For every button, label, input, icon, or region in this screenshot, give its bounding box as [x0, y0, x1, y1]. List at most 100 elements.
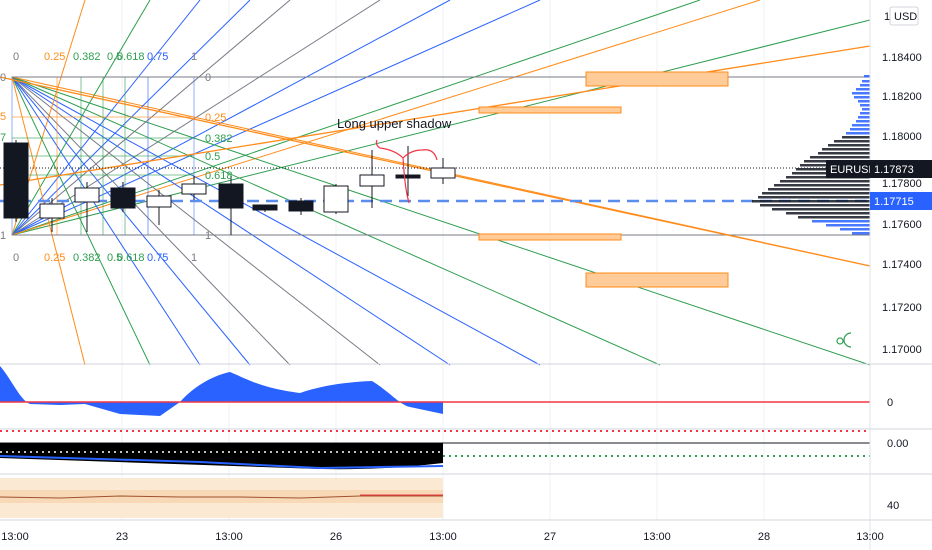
fib-bottom-0382: 0.382 — [73, 252, 101, 264]
candle[interactable] — [218, 176, 244, 235]
fib-top-0: 0 — [13, 51, 19, 63]
price-axis-label: 1.18200 — [882, 91, 922, 103]
indicator-pane-2[interactable] — [0, 442, 870, 470]
volume-profile-bar — [786, 212, 870, 215]
fib-bottom-025: 0.25 — [44, 252, 65, 264]
gann-fan-line — [11, 76, 86, 366]
volume-profile-bar — [822, 148, 870, 151]
time-axis-label: 13:00 — [215, 531, 243, 543]
time-axis-label: 27 — [544, 531, 556, 543]
indicator-pane-3[interactable] — [0, 478, 443, 518]
fib-bottom-0618: 0.618 — [117, 252, 145, 264]
fib-left-0: 0 — [0, 72, 6, 84]
line-price-tag: 1.17715 — [870, 192, 932, 210]
candle[interactable] — [110, 182, 136, 212]
gann-fan-line — [11, 76, 251, 366]
candle[interactable] — [288, 198, 314, 215]
fib-right-05: 0.5 — [205, 151, 220, 163]
volume-profile-bar — [768, 188, 870, 191]
volume-profile-bar — [860, 112, 870, 115]
candlestick-series[interactable] — [3, 140, 456, 235]
volume-profile-bar — [846, 132, 870, 135]
candle[interactable] — [181, 176, 207, 200]
candle[interactable] — [323, 184, 349, 214]
fib-right-025: 0.25 — [205, 112, 226, 124]
volume-profile-bar — [862, 80, 870, 83]
indicator1-axis-label: 0 — [887, 397, 893, 409]
volume-profile-bar — [852, 124, 870, 127]
sun-moon-icon[interactable] — [836, 332, 852, 348]
fib-right-0: 0 — [205, 72, 211, 84]
volume-profile-bar — [760, 204, 870, 207]
time-axis-label: 13:00 — [856, 531, 884, 543]
volume-profile-bar — [850, 128, 870, 131]
fib-right-1: 1 — [205, 230, 211, 242]
demand-zone-box[interactable] — [585, 272, 729, 288]
candle[interactable] — [359, 150, 385, 208]
price-axis-label: 1.17000 — [882, 344, 922, 356]
volume-profile[interactable] — [752, 75, 870, 235]
gann-fan-line — [11, 76, 871, 366]
volume-profile-bar — [854, 96, 870, 99]
currency-button[interactable]: USD — [889, 6, 919, 26]
svg-text:EURUSD: EURUSD — [830, 164, 877, 176]
candle[interactable] — [252, 204, 278, 212]
time-axis-label: 13:00 — [643, 531, 671, 543]
volume-profile-bar — [772, 208, 870, 211]
gann-fan-line — [11, 76, 201, 366]
indicator-pane-1[interactable] — [0, 366, 870, 432]
volume-profile-bar — [752, 200, 870, 203]
volume-profile-bar — [860, 84, 870, 87]
candle[interactable] — [146, 190, 172, 225]
fib-bottom-1: 1 — [191, 252, 197, 264]
symbol-tag[interactable]: EURUSD — [826, 160, 877, 178]
candle[interactable] — [430, 158, 456, 184]
svg-text:1.17715: 1.17715 — [874, 196, 914, 208]
fib-bottom-05: 0.5 — [107, 252, 122, 264]
volume-profile-bar — [842, 136, 870, 139]
gann-fan-line — [11, 76, 661, 366]
volume-profile-bar — [856, 120, 870, 123]
volume-profile-bar — [812, 220, 870, 223]
candle[interactable] — [3, 140, 29, 222]
time-axis-label: 13:00 — [1, 531, 29, 543]
svg-text:1.17873: 1.17873 — [874, 164, 914, 176]
candle[interactable] — [74, 182, 100, 232]
volume-profile-bar — [840, 228, 870, 231]
time-axis-label: 26 — [330, 531, 342, 543]
indicator2-axis-label: 0.00 — [887, 438, 908, 450]
fib-bottom-0: 0 — [13, 252, 19, 264]
time-axis-label: 23 — [116, 531, 128, 543]
price-axis-label: 1.17800 — [882, 178, 922, 190]
volume-profile-bar — [780, 180, 870, 183]
gann-fan-line — [11, 76, 381, 366]
zone-box-upper[interactable] — [478, 106, 622, 114]
supply-zone-box[interactable] — [585, 71, 729, 87]
gann-fan-line — [11, 76, 541, 366]
time-axis-label: 13:00 — [429, 531, 457, 543]
volume-profile-bar — [810, 156, 870, 159]
candle[interactable] — [39, 198, 65, 232]
zone-box-lower[interactable] — [478, 233, 622, 241]
gann-fan-line — [11, 0, 761, 236]
annotation-brace — [375, 139, 438, 204]
fib-top-075: 0.75 — [147, 51, 168, 63]
volume-profile-bar — [818, 152, 870, 155]
annotation-text[interactable]: Long upper shadow — [337, 116, 452, 131]
gann-fan-line — [11, 0, 541, 236]
volume-profile-bar — [798, 216, 870, 219]
orange-trendline-up[interactable] — [0, 45, 871, 186]
fib-left-5: 5 — [0, 111, 6, 123]
fib-top-1: 1 — [191, 51, 197, 63]
volume-profile-bar — [856, 88, 870, 91]
fib-top-0618: 0.618 — [117, 51, 145, 63]
fib-bottom-075: 0.75 — [147, 252, 168, 264]
volume-profile-bar — [860, 104, 870, 107]
price-axis-label: 1.18400 — [882, 52, 922, 64]
volume-profile-bar — [862, 108, 870, 111]
gann-fan-line — [11, 76, 291, 366]
svg-text:USD: USD — [894, 11, 917, 23]
volume-profile-bar — [858, 100, 870, 103]
fib-left-7: 7 — [0, 132, 6, 144]
